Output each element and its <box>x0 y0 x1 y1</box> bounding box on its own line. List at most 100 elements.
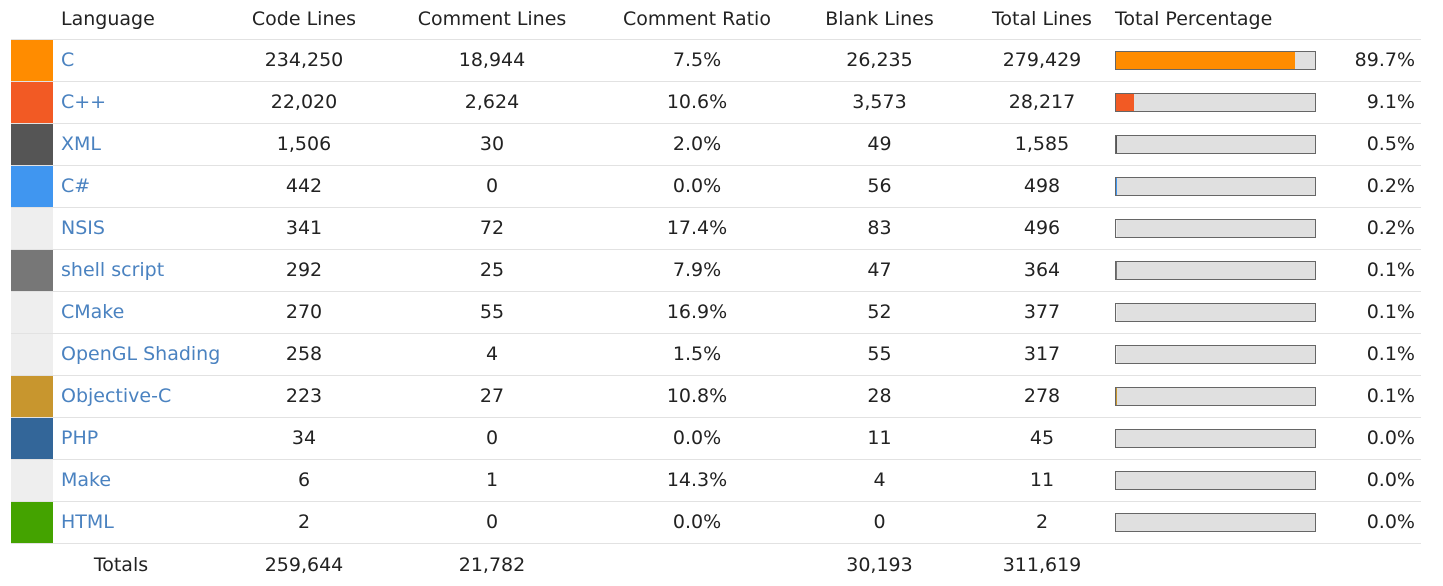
percentage-bar-track <box>1115 261 1316 280</box>
color-swatch <box>11 502 53 543</box>
percentage-bar-cell <box>1112 292 1330 334</box>
comment-lines-cell: 1 <box>377 460 607 502</box>
totals-blank-lines: 30,193 <box>787 544 972 586</box>
totals-comment-lines: 21,782 <box>377 544 607 586</box>
language-color-swatch <box>11 334 53 376</box>
color-swatch <box>11 376 53 417</box>
percentage-bar-fill <box>1116 94 1134 111</box>
language-color-swatch <box>11 250 53 292</box>
language-link[interactable]: shell script <box>61 259 164 281</box>
language-cell: Objective-C <box>53 376 231 418</box>
blank-lines-cell: 4 <box>787 460 972 502</box>
percentage-bar-track <box>1115 345 1316 364</box>
percentage-cell: 89.7% <box>1330 40 1421 82</box>
language-cell: Make <box>53 460 231 502</box>
percentage-bar-cell <box>1112 250 1330 292</box>
code-lines-cell: 22,020 <box>231 82 377 124</box>
percentage-bar-cell <box>1112 208 1330 250</box>
language-cell: NSIS <box>53 208 231 250</box>
percentage-bar-cell <box>1112 502 1330 544</box>
percentage-bar-track <box>1115 303 1316 322</box>
comment-lines-cell: 0 <box>377 418 607 460</box>
comment-ratio-cell: 7.5% <box>607 40 787 82</box>
header-code-lines: Code Lines <box>231 0 377 40</box>
comment-lines-cell: 4 <box>377 334 607 376</box>
comment-ratio-cell: 17.4% <box>607 208 787 250</box>
comment-ratio-cell: 2.0% <box>607 124 787 166</box>
total-lines-cell: 377 <box>972 292 1112 334</box>
comment-ratio-cell: 1.5% <box>607 334 787 376</box>
totals-label: Totals <box>11 544 231 586</box>
percentage-bar-track <box>1115 219 1316 238</box>
header-swatch <box>11 0 53 40</box>
language-link[interactable]: OpenGL Shading <box>61 343 220 365</box>
header-language: Language <box>53 0 231 40</box>
percentage-bar-track <box>1115 387 1316 406</box>
comment-lines-cell: 30 <box>377 124 607 166</box>
comment-ratio-cell: 0.0% <box>607 418 787 460</box>
language-color-swatch <box>11 460 53 502</box>
language-color-swatch <box>11 376 53 418</box>
color-swatch <box>11 334 53 375</box>
language-cell: C++ <box>53 82 231 124</box>
color-swatch <box>11 82 53 123</box>
totals-code-lines: 259,644 <box>231 544 377 586</box>
blank-lines-cell: 3,573 <box>787 82 972 124</box>
language-link[interactable]: Make <box>61 469 111 491</box>
total-lines-cell: 278 <box>972 376 1112 418</box>
percentage-bar-cell <box>1112 166 1330 208</box>
code-lines-cell: 223 <box>231 376 377 418</box>
language-link[interactable]: C <box>61 49 74 71</box>
code-lines-cell: 6 <box>231 460 377 502</box>
percentage-bar-cell <box>1112 376 1330 418</box>
percentage-bar-cell <box>1112 124 1330 166</box>
code-lines-cell: 442 <box>231 166 377 208</box>
comment-ratio-cell: 0.0% <box>607 502 787 544</box>
comment-lines-cell: 25 <box>377 250 607 292</box>
header-comment-lines: Comment Lines <box>377 0 607 40</box>
language-cell: C# <box>53 166 231 208</box>
language-link[interactable]: C# <box>61 175 90 197</box>
total-lines-cell: 11 <box>972 460 1112 502</box>
language-link[interactable]: HTML <box>61 511 114 533</box>
total-lines-cell: 1,585 <box>972 124 1112 166</box>
code-lines-cell: 341 <box>231 208 377 250</box>
language-link[interactable]: Objective-C <box>61 385 171 407</box>
header-comment-ratio: Comment Ratio <box>607 0 787 40</box>
percentage-cell: 0.0% <box>1330 502 1421 544</box>
total-lines-cell: 45 <box>972 418 1112 460</box>
comment-lines-cell: 18,944 <box>377 40 607 82</box>
percentage-cell: 0.2% <box>1330 166 1421 208</box>
blank-lines-cell: 0 <box>787 502 972 544</box>
comment-ratio-cell: 14.3% <box>607 460 787 502</box>
percentage-bar-fill <box>1116 136 1117 153</box>
code-lines-cell: 234,250 <box>231 40 377 82</box>
comment-ratio-cell: 10.6% <box>607 82 787 124</box>
language-color-swatch <box>11 208 53 250</box>
blank-lines-cell: 55 <box>787 334 972 376</box>
language-link[interactable]: CMake <box>61 301 124 323</box>
language-link[interactable]: NSIS <box>61 217 105 239</box>
language-color-swatch <box>11 166 53 208</box>
totals-bar-empty <box>1112 544 1330 586</box>
blank-lines-cell: 49 <box>787 124 972 166</box>
language-breakdown-table: Language Code Lines Comment Lines Commen… <box>11 0 1421 586</box>
language-cell: XML <box>53 124 231 166</box>
percentage-bar-cell <box>1112 82 1330 124</box>
percentage-bar-track <box>1115 513 1316 532</box>
percentage-bar-track <box>1115 93 1316 112</box>
language-link[interactable]: XML <box>61 133 101 155</box>
language-link[interactable]: C++ <box>61 91 106 113</box>
total-lines-cell: 317 <box>972 334 1112 376</box>
color-swatch <box>11 208 53 249</box>
language-link[interactable]: PHP <box>61 427 98 449</box>
percentage-bar-cell <box>1112 418 1330 460</box>
language-cell: OpenGL Shading <box>53 334 231 376</box>
comment-ratio-cell: 7.9% <box>607 250 787 292</box>
